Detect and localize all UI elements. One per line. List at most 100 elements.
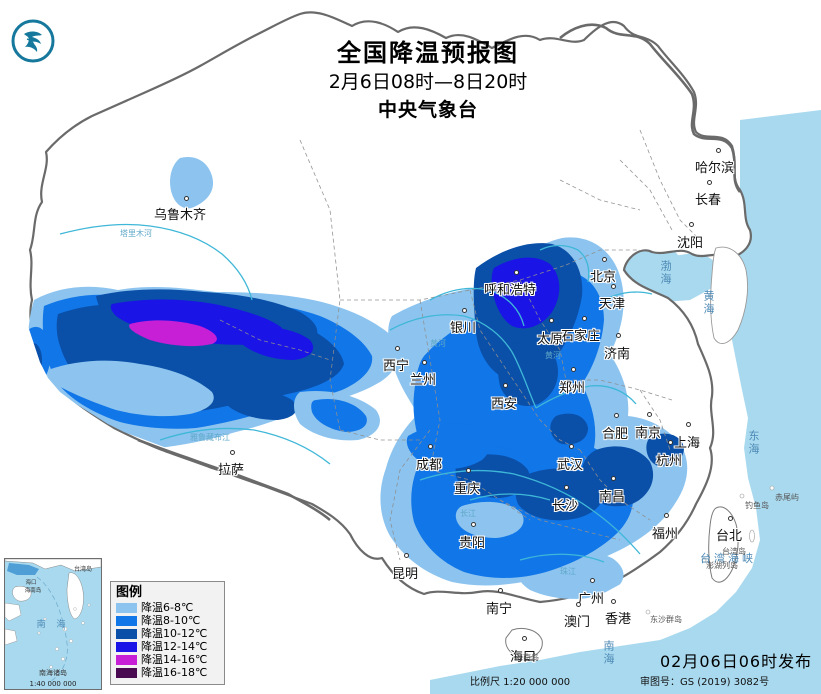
city-label: 贵阳	[459, 536, 486, 551]
city-label: 南宁	[486, 602, 513, 617]
rivers	[59, 223, 653, 563]
contour-6-8-pocket-sw	[455, 501, 524, 538]
legend-swatch	[116, 615, 137, 626]
sea-label: 黄海	[702, 290, 715, 316]
city-marker-dot	[611, 284, 616, 289]
city-label: 长春	[695, 193, 722, 208]
city-marker-dot	[728, 516, 733, 521]
city-label: 郑州	[559, 381, 586, 396]
map-scale: 比例尺 1:20 000 000	[470, 677, 571, 688]
geographic-label: 海南岛	[515, 653, 539, 662]
city-label: 兰州	[410, 373, 437, 388]
city-marker-dot	[498, 588, 503, 593]
city-label: 石家庄	[561, 329, 601, 344]
city-marker-dot	[614, 413, 619, 418]
title-block: 全国降温预报图 2月6日08时—8日20时 中央气象台	[248, 38, 608, 124]
city-marker-dot	[428, 444, 433, 449]
south-china-sea-inset: 南 海 海口 海南岛 台湾岛 南海诸岛 1:40 000 000	[4, 558, 102, 690]
city-label: 银川	[450, 321, 477, 336]
city-marker-dot	[230, 450, 235, 455]
contour-10-12-chongqing	[455, 454, 530, 498]
city-marker-dot	[664, 513, 669, 518]
city-label: 天津	[599, 297, 626, 312]
city-label: 济南	[604, 347, 631, 362]
svg-text:台湾岛: 台湾岛	[74, 565, 92, 573]
contour-6-8-xinjiang	[170, 156, 214, 209]
city-marker-dot	[569, 444, 574, 449]
city-marker-dot	[576, 602, 581, 607]
legend-item: 降温16-18℃	[116, 666, 220, 679]
city-label: 北京	[590, 270, 617, 285]
inset-region-name: 南海诸岛	[39, 669, 67, 677]
city-marker-dot	[549, 318, 554, 323]
taiwan-island	[708, 506, 739, 583]
city-marker-dot	[602, 257, 607, 262]
city-marker-dot	[616, 333, 621, 338]
inset-map-svg: 南 海 海口 海南岛 台湾岛	[5, 559, 101, 689]
legend-label: 降温8-10℃	[141, 614, 201, 627]
legend: 图例 降温6-8℃ 降温8-10℃ 降温10-12℃ 降温12-14℃ 降温14-16℃…	[110, 581, 225, 685]
city-marker-dot	[514, 270, 519, 275]
city-label: 西宁	[383, 359, 410, 374]
sea-label: 台湾海峡	[700, 552, 756, 565]
city-label: 拉萨	[218, 463, 245, 478]
legend-label: 降温10-12℃	[141, 627, 208, 640]
city-label: 香港	[605, 612, 632, 627]
city-label: 重庆	[454, 482, 481, 497]
legend-rows: 降温6-8℃ 降温8-10℃ 降温10-12℃ 降温12-14℃ 降温14-16℃ 降温1…	[116, 601, 220, 679]
city-marker-dot	[571, 367, 576, 372]
contour-8-10-west-mid	[46, 360, 214, 417]
legend-swatch	[116, 602, 137, 613]
city-label: 广州	[578, 592, 605, 607]
city-label: 南京	[635, 426, 662, 441]
geographic-label: 台湾岛	[722, 547, 746, 556]
city-label: 合肥	[602, 427, 629, 442]
geographic-label: 钓鱼岛	[745, 501, 769, 510]
city-label: 成都	[416, 458, 443, 473]
city-marker-dot	[503, 383, 508, 388]
issuing-organization: 中央气象台	[377, 99, 478, 121]
city-label: 海口	[510, 650, 537, 665]
small-islands	[645, 485, 775, 615]
contour-10-12-west-low	[223, 389, 297, 420]
contour-10-12-jiangsu	[646, 433, 684, 467]
contour-14-16-west	[129, 320, 217, 347]
city-marker-dot	[707, 180, 712, 185]
contour-12-14-west-b	[237, 327, 314, 360]
legend-label: 降温16-18℃	[141, 666, 208, 679]
geographic-label: 赤尾屿	[775, 493, 799, 502]
legend-title: 图例	[116, 585, 143, 600]
city-marker-dot	[668, 440, 673, 445]
city-label: 澳门	[564, 615, 591, 630]
river-label: 珠江	[560, 567, 576, 576]
city-label: 南昌	[599, 490, 626, 505]
legend-swatch	[116, 654, 137, 665]
city-marker-dot	[611, 476, 616, 481]
forecast-period: 2月6日08时—8日20时	[328, 71, 528, 93]
korean-peninsula	[710, 246, 749, 344]
city-marker-dot	[689, 222, 694, 227]
legend-item: 降温14-16℃	[116, 653, 220, 666]
legend-item: 降温8-10℃	[116, 614, 220, 627]
river-label: 长江	[460, 509, 476, 518]
city-marker-dot	[184, 196, 189, 201]
city-marker-dot	[647, 412, 652, 417]
city-marker-dot	[590, 578, 595, 583]
river-label: 塔里木河	[120, 229, 152, 238]
legend-item: 降温12-14℃	[116, 640, 220, 653]
page-title: 全国降温预报图	[337, 39, 519, 67]
geographic-label: 澎湖列岛	[706, 561, 738, 570]
sea-label: 东海	[747, 430, 760, 456]
legend-label: 降温12-14℃	[141, 640, 208, 653]
cma-dragon-logo-icon	[11, 19, 55, 63]
city-label: 长沙	[552, 499, 579, 514]
city-label: 杭州	[656, 454, 683, 469]
legend-item: 降温6-8℃	[116, 601, 220, 614]
city-marker-dot	[395, 346, 400, 351]
contour-8-10-qinghai-east	[311, 398, 367, 432]
city-label: 武汉	[557, 458, 584, 473]
city-label: 太原	[537, 332, 564, 347]
city-label: 哈尔滨	[695, 161, 735, 176]
contour-8-10-mid-lobe	[406, 423, 490, 469]
